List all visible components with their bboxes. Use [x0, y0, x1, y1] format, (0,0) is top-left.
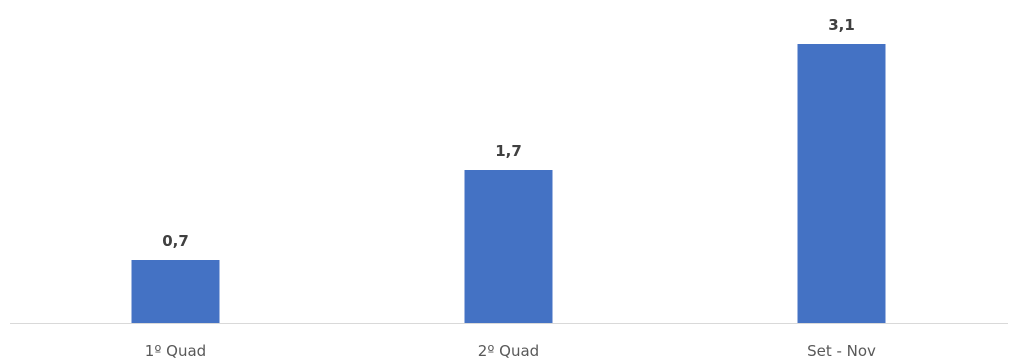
x-tick-label-1: 1º Quad [145, 342, 206, 360]
data-label-3: 3,1 [828, 16, 855, 34]
data-label-1: 0,7 [162, 232, 189, 250]
value-labels-group: 0,7 1,7 3,1 [162, 16, 855, 250]
x-tick-labels-group: 1º Quad 2º Quad Set - Nov [145, 342, 876, 360]
x-tick-label-2: 2º Quad [478, 342, 539, 360]
bar-1 [131, 260, 220, 323]
bar-3 [797, 44, 886, 323]
data-label-2: 1,7 [495, 142, 522, 160]
bars-group [131, 44, 886, 323]
bar-2 [464, 170, 553, 323]
x-tick-label-3: Set - Nov [807, 342, 876, 360]
